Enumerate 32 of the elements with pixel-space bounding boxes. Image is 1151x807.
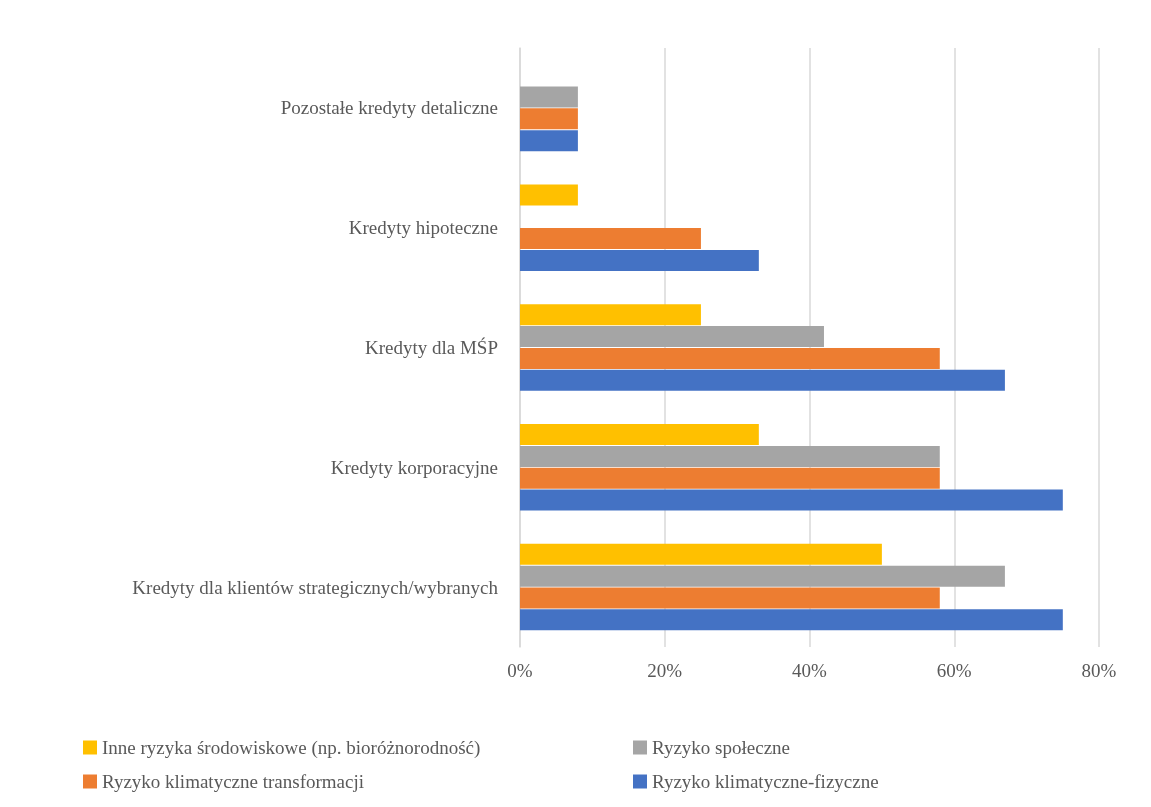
legend-label: Ryzyko klimatyczne transformacji [102, 771, 364, 792]
x-tick-label: 20% [647, 660, 683, 681]
x-tick-label: 60% [936, 660, 972, 681]
legend-label: Ryzyko klimatyczne-fizyczne [652, 771, 879, 792]
bar [520, 304, 701, 326]
bar [520, 565, 1005, 587]
bar [520, 184, 578, 206]
bar [520, 369, 1005, 391]
bar [520, 130, 578, 152]
x-tick-label: 40% [792, 660, 828, 681]
bar [520, 587, 940, 609]
bar [520, 228, 701, 250]
bar [520, 86, 578, 108]
bar [520, 445, 940, 467]
bar [520, 347, 940, 369]
bar [520, 543, 882, 565]
legend-label: Inne ryzyka środowiskowe (np. bioróżnorodność) [102, 737, 481, 759]
y-tick-label: Pozostałe kredyty detaliczne [280, 97, 498, 119]
y-tick-label: Kredyty hipoteczne [348, 217, 498, 239]
y-tick-label: Kredyty korporacyjne [330, 456, 498, 478]
bar [520, 108, 578, 130]
bar [520, 467, 940, 489]
y-tick-label: Kredyty dla klientów strategicznych/wybranych [132, 576, 499, 598]
bar [520, 489, 1063, 511]
y-tick-label: Kredyty dla MŚP [365, 337, 498, 358]
bar [520, 609, 1063, 631]
bar [520, 326, 824, 348]
bar [520, 249, 759, 271]
x-tick-label: 80% [1081, 660, 1117, 681]
bar [520, 424, 759, 446]
x-tick-label: 0% [507, 660, 533, 681]
legend-label: Ryzyko społeczne [652, 737, 791, 758]
